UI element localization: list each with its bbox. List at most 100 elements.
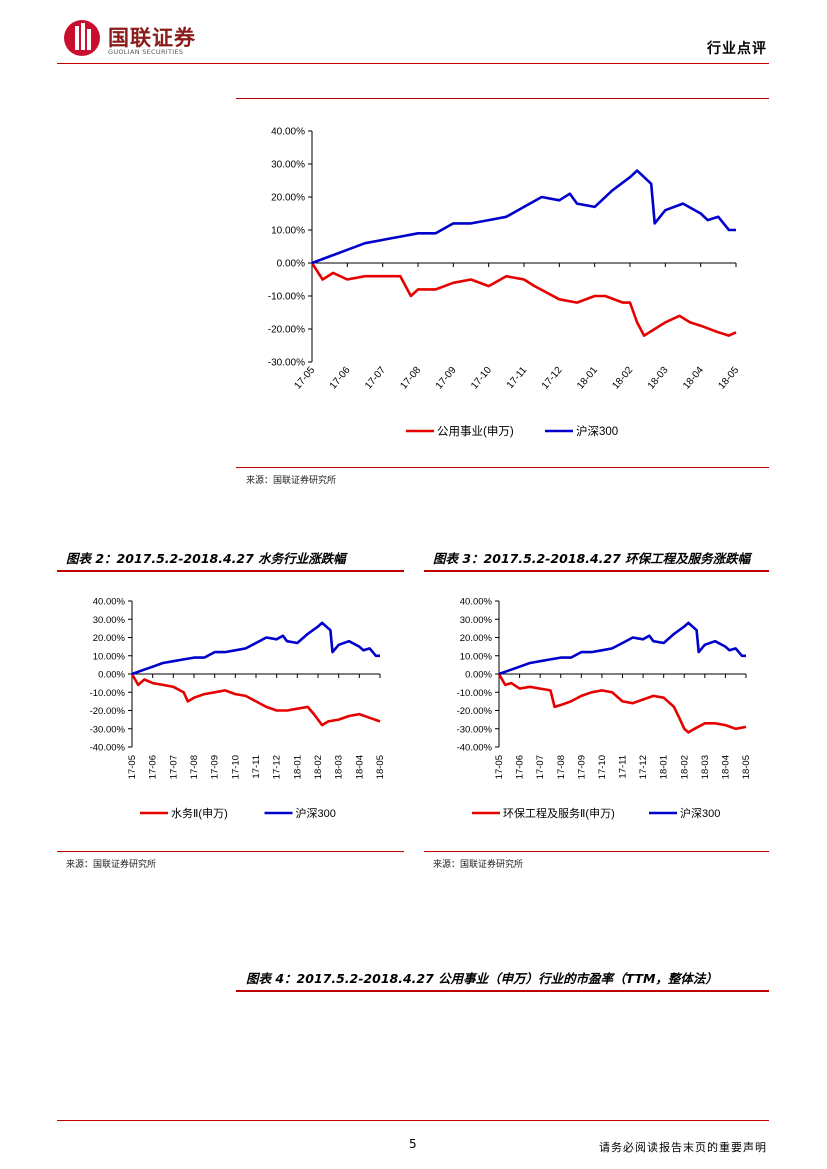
y-tick-label: 40.00% [93,597,126,608]
x-tick-label: 18-02 [313,755,324,779]
y-tick-label: 0.00% [98,670,125,681]
x-tick-label: 18-02 [679,755,690,779]
x-tick-label: 17-05 [127,755,138,779]
x-tick-label: 17-06 [148,755,159,779]
figure3-source: 来源：国联证券研究所 [433,860,524,870]
y-tick-label: 10.00% [271,226,305,237]
x-tick-label: 18-05 [741,755,752,779]
header-rule [57,63,769,64]
x-tick-label: 17-11 [505,365,530,391]
x-tick-label: 17-07 [535,755,546,779]
figure2-source: 来源：国联证券研究所 [66,860,157,870]
legend-label: 沪深300 [680,806,720,820]
series-line [497,673,747,734]
company-logo: 国联证券 GUOLIAN SECURITIES [62,18,262,60]
logo-mark-icon [64,20,100,56]
series-line [131,621,380,676]
x-tick-label: 17-06 [515,755,526,779]
x-tick-label: 18-03 [334,755,345,779]
x-tick-label: 18-05 [716,365,741,392]
y-tick-label: 0.00% [465,670,492,681]
x-tick-label: 18-04 [354,755,365,779]
x-tick-label: 18-03 [700,755,711,779]
x-tick-label: 17-07 [363,365,388,392]
y-tick-label: 40.00% [460,597,493,608]
series-line [130,673,381,727]
y-tick-label: 10.00% [460,651,493,662]
series-line [498,621,746,676]
x-tick-label: 17-12 [540,365,565,392]
y-tick-label: -30.00% [90,724,126,735]
y-tick-label: -10.00% [268,292,305,303]
figure1-source: 来源：国联证券研究所 [246,476,337,486]
x-tick-label: 18-04 [720,755,731,779]
x-tick-label: 18-02 [610,365,635,392]
y-tick-label: -30.00% [457,724,493,735]
x-tick-label: 17-09 [576,755,587,779]
y-tick-label: -20.00% [457,706,493,717]
x-tick-label: 17-12 [638,755,649,779]
legend-label: 水务Ⅱ(申万) [171,807,228,820]
y-tick-label: 20.00% [460,633,493,644]
y-tick-label: 20.00% [93,633,126,644]
y-tick-label: -20.00% [268,325,305,336]
legend-label: 沪深300 [296,806,336,820]
x-tick-label: 17-08 [556,755,567,779]
x-tick-label: 17-05 [494,755,505,779]
series-line [311,169,736,265]
y-tick-label: 30.00% [93,615,126,626]
footer-rule [57,1120,769,1121]
disclaimer-text: 请务必阅读报告末页的重要声明 [599,1141,767,1154]
y-tick-label: 40.00% [271,127,305,138]
y-tick-label: -20.00% [90,706,126,717]
y-tick-label: 10.00% [93,651,126,662]
series-line [310,262,737,337]
y-tick-label: 20.00% [271,193,305,204]
figure1-top-rule [236,98,769,99]
x-tick-label: 18-03 [646,365,671,392]
figure3-chart: 40.00% 30.00% 20.00% 10.00% 0.00% -10.00% -20.… [457,597,752,821]
x-tick-label: 18-05 [375,755,386,779]
x-tick-label: 18-01 [292,755,303,779]
figure2-bottom-rule [57,851,404,852]
y-tick-label: 30.00% [460,615,493,626]
y-tick-label: -40.00% [90,743,126,754]
figure2-title: 图表 2：2017.5.2-2018.4.27 水务行业涨跌幅 [66,551,346,566]
x-tick-label: 17-05 [292,365,317,392]
x-tick-label: 17-06 [328,365,353,392]
figure3-bottom-rule [424,851,769,852]
y-tick-label: 30.00% [271,160,305,171]
x-tick-label: 17-11 [251,755,262,779]
x-tick-label: 17-08 [189,755,200,779]
logo-text: 国联证券 [108,26,196,50]
figure3-top-rule [424,570,769,572]
legend-label: 公用事业(申万) [437,425,514,438]
y-tick-label: -10.00% [90,688,126,699]
logo-subtitle: GUOLIAN SECURITIES [108,48,184,56]
x-tick-label: 17-11 [618,755,629,779]
x-tick-label: 17-12 [272,755,283,779]
y-tick-label: 0.00% [277,259,305,270]
x-tick-label: 17-09 [210,755,221,779]
x-tick-label: 17-10 [597,755,608,779]
legend-label: 沪深300 [576,424,618,438]
figure3-title: 图表 3：2017.5.2-2018.4.27 环保工程及服务涨跌幅 [433,551,751,566]
x-tick-label: 18-01 [575,365,600,392]
section-label: 行业点评 [707,41,767,57]
x-tick-label: 17-10 [230,755,241,779]
x-tick-label: 18-04 [681,365,706,392]
x-tick-label: 17-10 [469,365,494,392]
x-tick-label: 18-01 [659,755,670,779]
figure1-bottom-rule [236,467,769,468]
y-tick-label: -30.00% [268,358,305,369]
x-tick-label: 17-09 [434,365,459,392]
figure2-top-rule [57,570,404,572]
figure4-top-rule [236,990,769,992]
x-tick-label: 17-07 [168,755,179,779]
page-number: 5 [409,1137,417,1151]
figure4-title: 图表 4：2017.5.2-2018.4.27 公用事业（申万）行业的市盈率（T… [246,971,718,986]
figure2-chart: 40.00% 30.00% 20.00% 10.00% 0.00% -10.00% -20.… [90,597,386,821]
legend-label: 环保工程及服务Ⅱ(申万) [503,806,615,820]
figure1-chart: 40.00% 30.00% 20.00% 10.00% 0.00% -10.00% -20.… [268,127,742,439]
x-tick-label: 17-08 [398,365,423,392]
